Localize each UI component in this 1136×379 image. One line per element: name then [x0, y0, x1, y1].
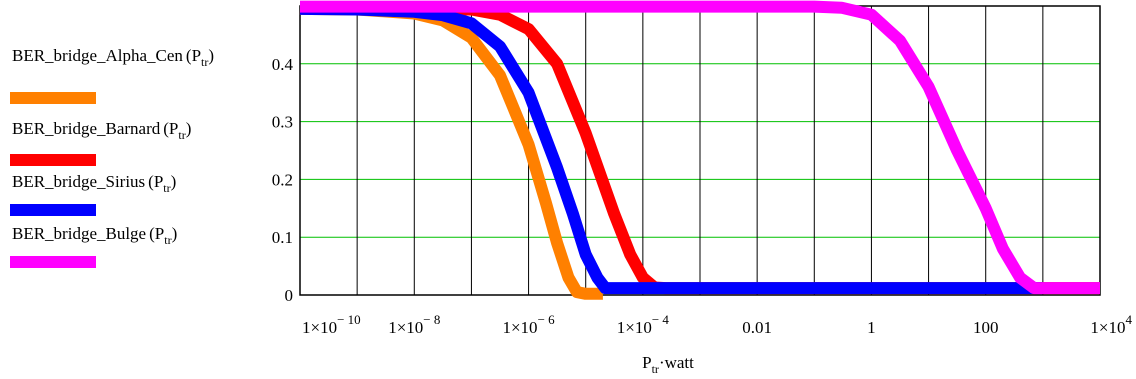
series-line-ber-bridge-alpha-cen [299, 2, 603, 300]
y-tick-label: 0 [285, 286, 294, 305]
x-tick-label: 0.01 [742, 318, 772, 337]
legend-swatch-ber-bridge-alpha-cen [10, 92, 96, 104]
legend-swatch-ber-bridge-sirius [10, 204, 96, 216]
y-tick-label: 0.2 [272, 170, 293, 189]
x-tick-label: 1×10− 8 [388, 312, 440, 337]
curves [299, 0, 1100, 300]
x-tick-label: 1×10− 10 [302, 312, 361, 337]
legend-label-sirius: BER_bridge_Sirius (Ptr) [12, 172, 176, 195]
legend-swatch-ber-bridge-bulge [10, 256, 96, 268]
x-tick-label: 100 [973, 318, 999, 337]
y-tick-label: 0.1 [272, 228, 293, 247]
y-tick-labels: 0 0.1 0.2 0.3 0.4 [272, 55, 294, 305]
x-axis-label: Ptr·watt [642, 353, 694, 376]
x-tick-label: 1×10− 4 [617, 312, 670, 337]
x-tick-labels: 1×10− 10 1×10− 8 1×10− 6 1×10− 4 0.01 1 100 1×1… [302, 312, 1133, 337]
x-tick-label: 1 [867, 318, 876, 337]
legend-label-bulge: BER_bridge_Bulge (Ptr) [12, 224, 177, 247]
legend-swatch-ber-bridge-barnard [10, 154, 96, 166]
x-tick-label: 1×104 [1090, 312, 1132, 337]
grid [300, 6, 1100, 295]
series-line-ber-bridge-sirius [299, 2, 1043, 295]
y-tick-label: 0.3 [272, 113, 293, 132]
y-tick-label: 0.4 [272, 55, 294, 74]
legend-label-barnard: BER_bridge_Barnard (Ptr) [12, 119, 191, 142]
legend-label-alpha-cen: BER_bridge_Alpha_Cen (Ptr) [12, 46, 214, 69]
legend: BER_bridge_Alpha_Cen (Ptr) BER_bridge_Bar… [10, 46, 214, 268]
x-tick-label: 1×10− 6 [502, 312, 555, 337]
series-line-ber-bridge-bulge [300, 0, 1100, 295]
